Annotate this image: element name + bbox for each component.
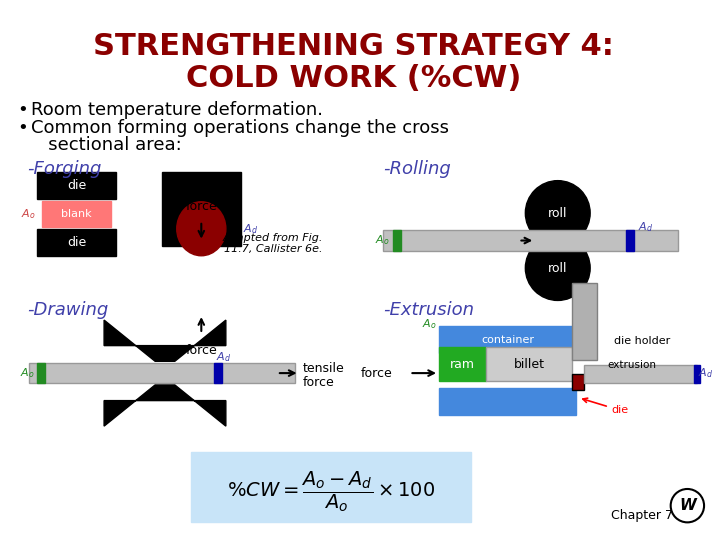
Text: COLD WORK (%CW): COLD WORK (%CW) bbox=[186, 64, 521, 93]
FancyBboxPatch shape bbox=[626, 230, 634, 251]
Text: •: • bbox=[18, 119, 28, 137]
Text: -Drawing: -Drawing bbox=[27, 301, 109, 320]
Text: $\%CW = \dfrac{A_o - A_d}{A_o} \times 100$: $\%CW = \dfrac{A_o - A_d}{A_o} \times 10… bbox=[228, 470, 436, 514]
FancyBboxPatch shape bbox=[42, 201, 111, 227]
FancyBboxPatch shape bbox=[439, 347, 486, 381]
FancyBboxPatch shape bbox=[383, 230, 678, 251]
Text: Common forming operations change the cross: Common forming operations change the cro… bbox=[32, 119, 449, 137]
FancyBboxPatch shape bbox=[162, 172, 240, 246]
Text: $A_o$: $A_o$ bbox=[21, 207, 35, 221]
Text: die: die bbox=[156, 329, 174, 342]
FancyBboxPatch shape bbox=[37, 172, 116, 199]
Text: $A_d$: $A_d$ bbox=[638, 220, 654, 234]
FancyBboxPatch shape bbox=[439, 388, 577, 415]
Text: Adapted from Fig.
11.7, Callister 6e.: Adapted from Fig. 11.7, Callister 6e. bbox=[222, 233, 323, 254]
FancyBboxPatch shape bbox=[37, 229, 116, 256]
Text: STRENGTHENING STRATEGY 4:: STRENGTHENING STRATEGY 4: bbox=[93, 32, 614, 62]
Text: W: W bbox=[679, 498, 696, 513]
Text: roll: roll bbox=[548, 206, 567, 220]
Text: tensile: tensile bbox=[302, 362, 344, 375]
Polygon shape bbox=[104, 385, 226, 426]
Circle shape bbox=[670, 489, 704, 522]
Text: die: die bbox=[156, 404, 174, 417]
Circle shape bbox=[526, 181, 590, 246]
Text: container: container bbox=[481, 335, 534, 345]
Text: ram: ram bbox=[450, 358, 475, 371]
Text: -Rolling: -Rolling bbox=[383, 160, 451, 178]
Text: billet: billet bbox=[514, 358, 545, 371]
FancyBboxPatch shape bbox=[572, 283, 597, 360]
Polygon shape bbox=[104, 320, 226, 361]
FancyBboxPatch shape bbox=[486, 347, 572, 381]
Text: •: • bbox=[18, 101, 28, 119]
Text: -Extrusion: -Extrusion bbox=[383, 301, 474, 320]
Text: die: die bbox=[67, 179, 86, 192]
FancyBboxPatch shape bbox=[694, 365, 700, 383]
Text: force: force bbox=[186, 343, 217, 356]
Text: $A_o$: $A_o$ bbox=[423, 317, 437, 331]
Ellipse shape bbox=[176, 202, 226, 256]
Text: container: container bbox=[481, 424, 534, 434]
FancyBboxPatch shape bbox=[37, 363, 45, 383]
Text: sectional area:: sectional area: bbox=[32, 137, 182, 154]
FancyBboxPatch shape bbox=[584, 365, 697, 383]
Text: die: die bbox=[582, 398, 629, 415]
FancyBboxPatch shape bbox=[393, 230, 400, 251]
FancyBboxPatch shape bbox=[572, 374, 584, 390]
Text: die holder: die holder bbox=[613, 336, 670, 346]
FancyBboxPatch shape bbox=[439, 326, 577, 354]
Text: roll: roll bbox=[548, 261, 567, 274]
Circle shape bbox=[526, 235, 590, 300]
Text: $A_d$: $A_d$ bbox=[243, 222, 258, 235]
Text: -Forging: -Forging bbox=[27, 160, 102, 178]
Text: $A_d$: $A_d$ bbox=[216, 350, 231, 365]
Text: $A_o$: $A_o$ bbox=[19, 366, 35, 380]
Text: Chapter 7-  16: Chapter 7- 16 bbox=[611, 509, 701, 522]
Text: force: force bbox=[186, 200, 217, 213]
Text: die: die bbox=[67, 236, 86, 249]
Text: Room temperature deformation.: Room temperature deformation. bbox=[32, 101, 323, 119]
Text: blank: blank bbox=[61, 209, 92, 219]
Text: force: force bbox=[302, 376, 334, 389]
Text: $A_o$: $A_o$ bbox=[375, 234, 390, 247]
Text: extrusion: extrusion bbox=[607, 360, 656, 370]
Text: $A_d$: $A_d$ bbox=[698, 366, 714, 380]
Text: force: force bbox=[361, 367, 393, 380]
FancyBboxPatch shape bbox=[214, 363, 222, 383]
FancyBboxPatch shape bbox=[192, 451, 472, 522]
FancyBboxPatch shape bbox=[30, 363, 294, 383]
